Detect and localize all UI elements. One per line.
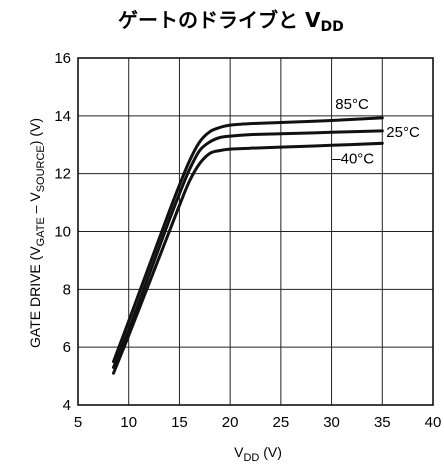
- chart-title: ゲートのドライブと VDD: [118, 8, 344, 35]
- tick-labels: 5 10 15 20 25 30 35 40 4 6 8 10 12 14 16: [54, 50, 441, 431]
- series-labels: 85°C 25°C –40°C: [332, 96, 420, 167]
- y-tick-label: 12: [54, 166, 71, 183]
- plot-frame: [77, 57, 434, 406]
- x-tick-label: 15: [171, 414, 188, 431]
- series-label: 25°C: [386, 124, 420, 141]
- x-tick-label: 35: [374, 414, 391, 431]
- series-line: [112, 141, 384, 375]
- x-axis-label: VDD (V): [234, 444, 282, 464]
- y-axis-label: GATE DRIVE (VGATE – VSOURCE) (V): [27, 118, 47, 348]
- x-tick-label: 10: [120, 414, 137, 431]
- x-tick-label: 30: [323, 414, 340, 431]
- series-label: –40°C: [332, 150, 374, 167]
- x-tick-label: 40: [425, 414, 442, 431]
- y-tick-label: 6: [63, 339, 71, 356]
- series-line: [112, 129, 384, 369]
- x-tick-label: 5: [74, 414, 82, 431]
- x-tick-label: 20: [222, 414, 239, 431]
- y-tick-label: 16: [54, 50, 71, 67]
- curves: [112, 116, 384, 375]
- y-tick-label: 8: [63, 281, 71, 298]
- x-tick-label: 25: [273, 414, 290, 431]
- y-tick-label: 14: [54, 108, 71, 125]
- series-label: 85°C: [335, 96, 369, 113]
- y-tick-label: 10: [54, 224, 71, 241]
- y-tick-label: 4: [63, 397, 71, 414]
- grid: [78, 58, 433, 405]
- series-line: [112, 116, 384, 364]
